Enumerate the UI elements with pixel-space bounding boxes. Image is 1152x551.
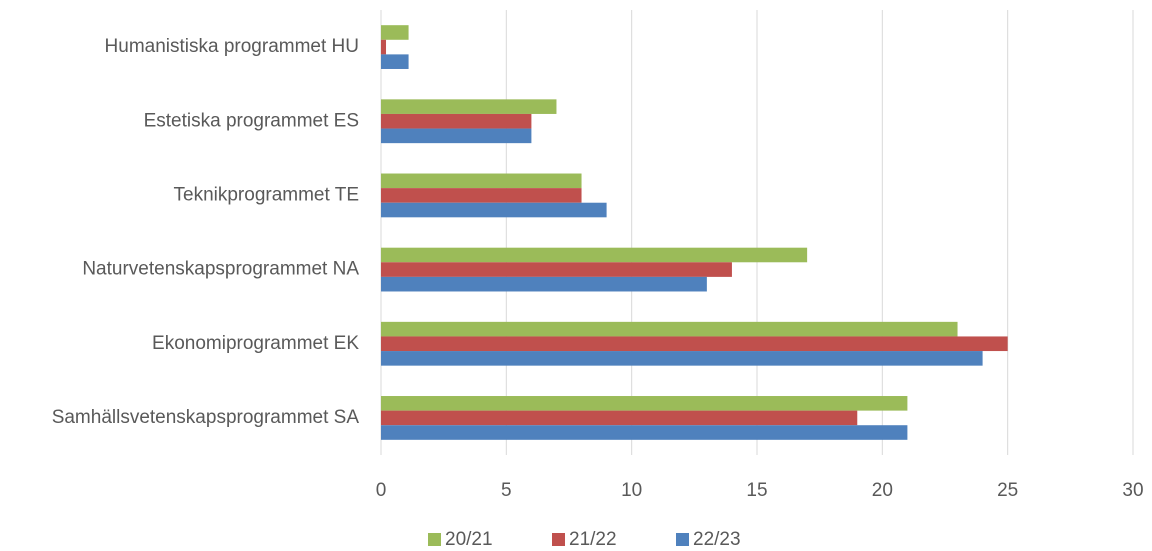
x-tick-label: 0	[376, 480, 387, 501]
y-tick-label: Ekonomiprogrammet EK	[152, 333, 359, 354]
bar	[381, 351, 983, 366]
x-tick-label: 10	[621, 480, 642, 501]
legend-swatch	[676, 533, 689, 546]
bar	[381, 188, 582, 203]
bar	[381, 396, 908, 411]
y-tick-label: Naturvetenskapsprogrammet NA	[82, 259, 359, 280]
x-tick-label: 15	[746, 480, 767, 501]
legend-label: 20/21	[445, 529, 493, 550]
bar	[381, 410, 858, 426]
y-tick-label: Estetiska programmet ES	[144, 110, 359, 131]
x-tick-label: 20	[872, 480, 893, 501]
legend-label: 22/23	[693, 529, 741, 550]
bar	[381, 25, 409, 40]
y-tick-label: Humanistiska programmet HU	[105, 36, 359, 57]
bar	[381, 321, 958, 337]
bar	[381, 262, 732, 277]
bar	[381, 276, 707, 292]
y-tick-label: Teknikprogrammet TE	[174, 184, 360, 205]
x-tick-label: 30	[1122, 480, 1143, 501]
bar	[381, 113, 532, 129]
bar	[381, 202, 607, 218]
bar	[381, 247, 808, 263]
bar	[381, 99, 557, 114]
legend-label: 21/22	[569, 529, 617, 550]
bar	[381, 425, 908, 440]
bar	[381, 39, 387, 55]
x-tick-label: 25	[997, 480, 1018, 501]
legend-swatch	[552, 533, 565, 546]
bar	[381, 336, 1008, 352]
bar	[381, 128, 532, 144]
legend-swatch	[428, 533, 441, 546]
bar	[381, 54, 409, 69]
y-tick-label: Samhällsvetenskapsprogrammet SA	[52, 407, 360, 428]
bar	[381, 173, 582, 189]
x-tick-label: 5	[501, 480, 512, 501]
